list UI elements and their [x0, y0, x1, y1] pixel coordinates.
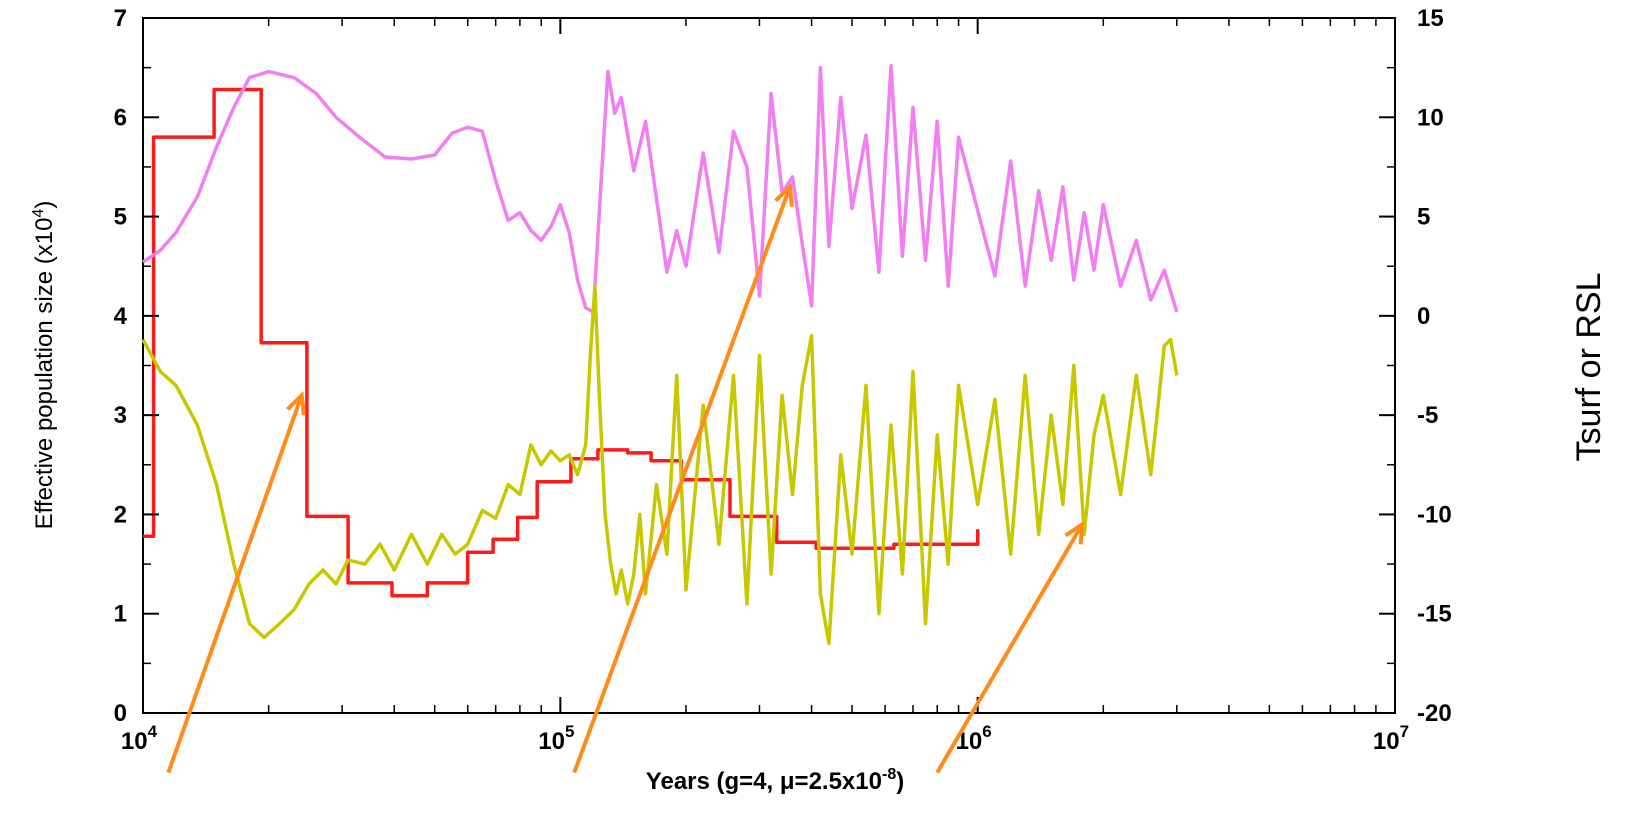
y-right-tick-label: -15 [1417, 601, 1452, 628]
y-right-tick-label: 15 [1417, 5, 1444, 32]
y-left-tick-label: 7 [114, 5, 127, 32]
y-right-tick-label: 5 [1417, 204, 1430, 231]
x-tick-label: 106 [956, 722, 992, 755]
y-left-tick-label: 0 [114, 700, 127, 727]
x-axis-title: Years (g=4, μ=2.5x10-8) [646, 766, 904, 795]
y-axis-left-title-main: Effective population size (x10 [31, 218, 58, 530]
annotation-arrow-head [1064, 520, 1085, 545]
x-tick-exp: 5 [565, 722, 574, 741]
x-axis-title-main: Years (g=4, μ=2.5x10 [646, 768, 882, 795]
y-axis-left-title: Effective population size (x104) [30, 201, 58, 530]
series-rsl [141, 284, 1179, 646]
series-tsurf [142, 63, 1179, 314]
y-right-tick-label: 0 [1417, 303, 1430, 330]
annotation-arrow-shaft [935, 523, 1084, 774]
y-left-tick-label: 5 [114, 204, 127, 231]
y-left-tick-label: 6 [114, 104, 127, 131]
x-tick-base: 10 [538, 728, 565, 755]
x-tick-base: 10 [1373, 728, 1400, 755]
y-right-tick-label: 10 [1417, 104, 1444, 131]
y-right-tick-label: -20 [1417, 700, 1452, 727]
y-left-tick-label: 1 [114, 601, 127, 628]
x-tick-label: 107 [1373, 722, 1409, 755]
annotation-arrow-head [774, 182, 794, 207]
y-axis-left-title-exp: 4 [30, 209, 47, 218]
x-axis-title-close: ) [896, 768, 904, 795]
series-effective-population [143, 87, 980, 598]
x-axis-title-exp: -8 [882, 766, 896, 783]
x-tick-exp: 7 [1400, 722, 1409, 741]
y-axis-left-title-close: ) [31, 201, 58, 209]
arrow-layer [166, 182, 1085, 774]
y-right-tick-label: -10 [1417, 501, 1452, 528]
annotation-arrow-shaft [166, 394, 304, 774]
x-tick-label: 104 [121, 722, 158, 755]
x-tick-label: 105 [538, 722, 574, 755]
series-layer [141, 63, 1179, 646]
y-left-tick-label: 3 [114, 402, 127, 429]
y-left-tick-label: 2 [114, 501, 127, 528]
y-left-tick-label: 4 [114, 303, 128, 330]
y-right-tick-label: -5 [1417, 402, 1438, 429]
y-axis-right-title: Tsurf or RSL [1570, 273, 1608, 462]
annotation-arrow-shaft [572, 186, 792, 774]
x-tick-exp: 4 [148, 722, 158, 741]
annotation-arrow-head [286, 390, 306, 416]
x-tick-base: 10 [121, 728, 148, 755]
x-tick-exp: 6 [982, 722, 991, 741]
